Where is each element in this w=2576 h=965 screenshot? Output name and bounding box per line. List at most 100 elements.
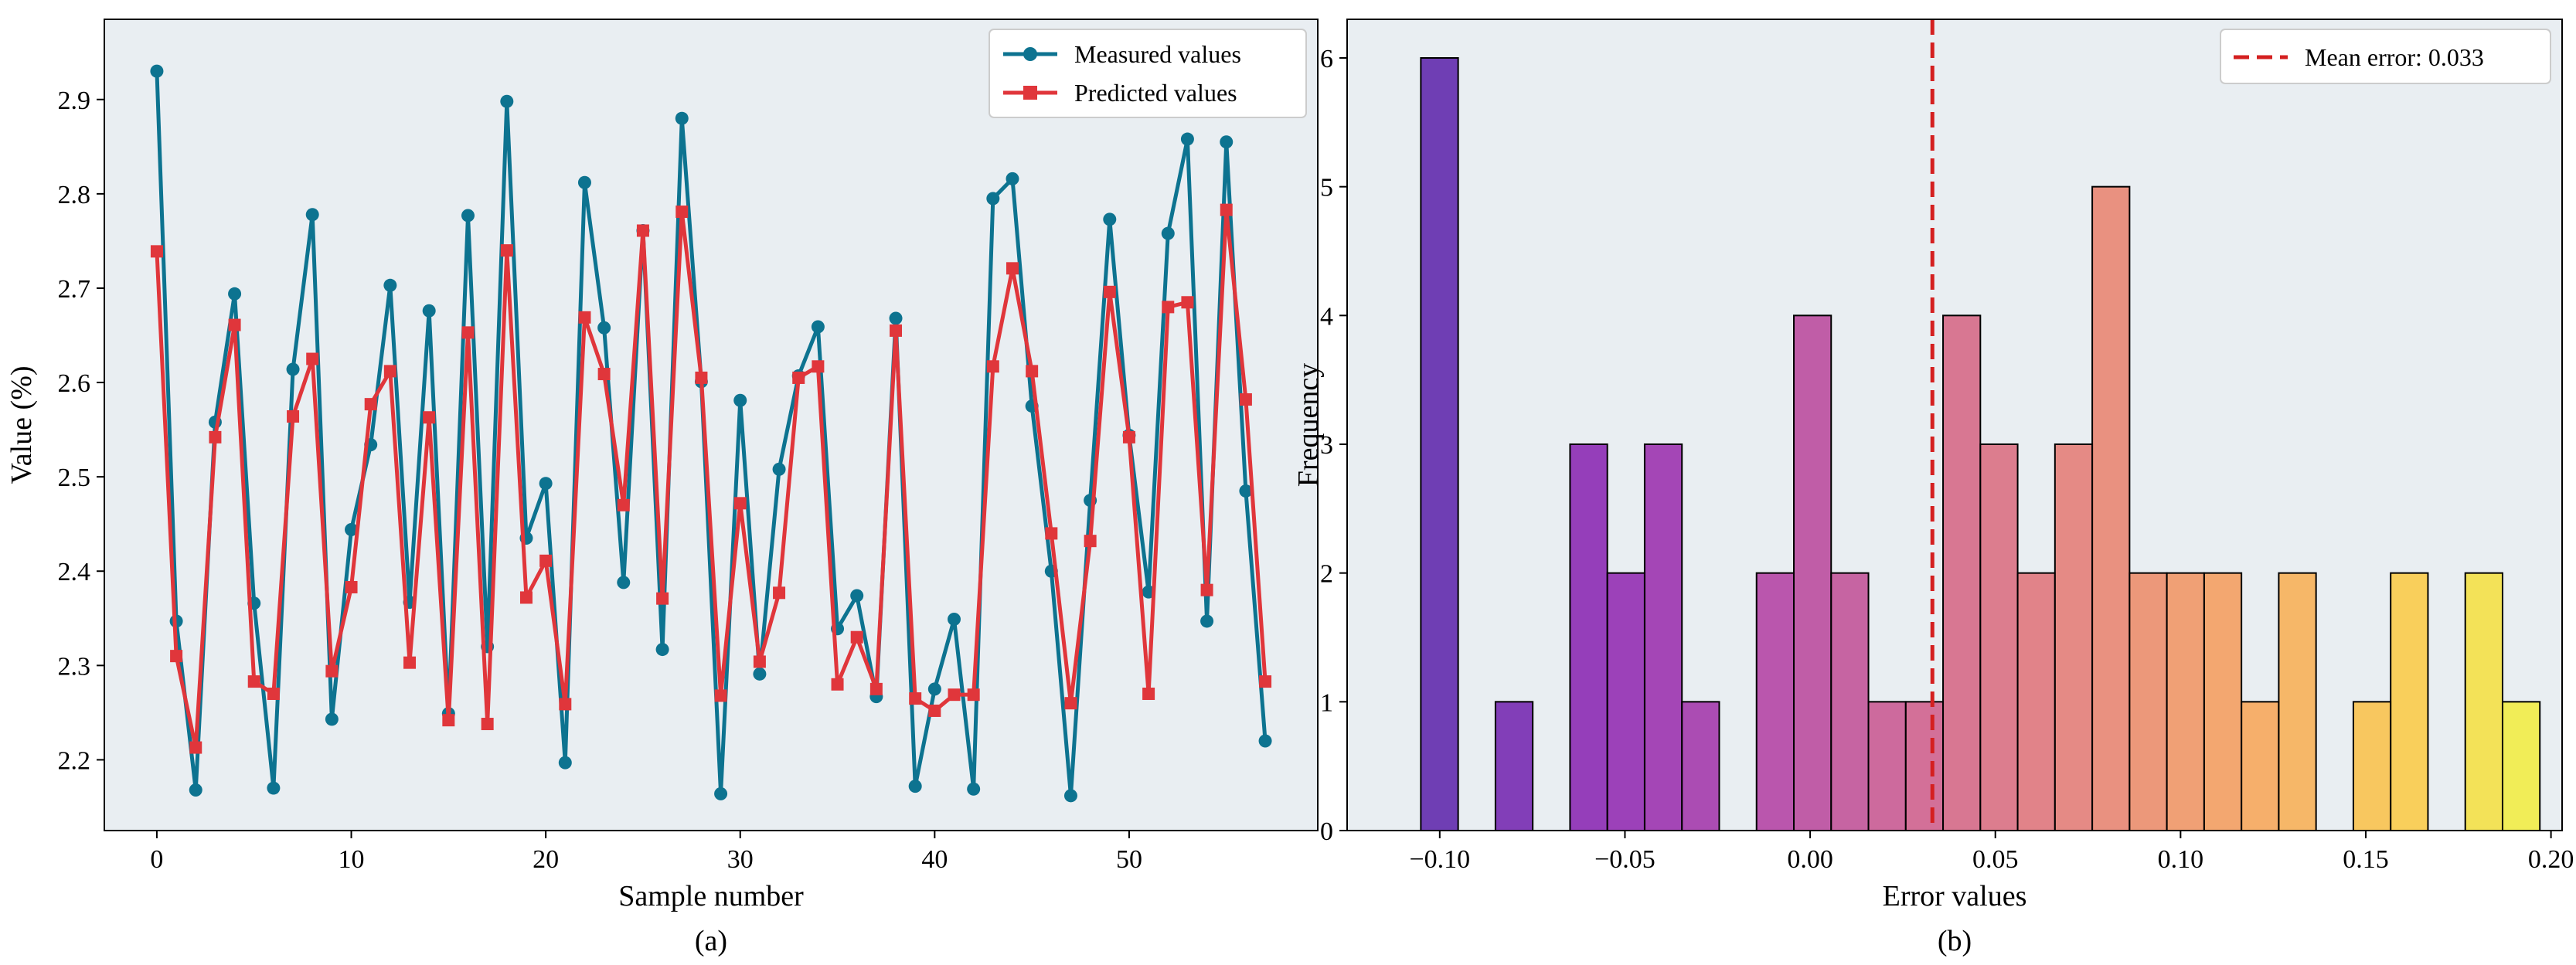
predicted-point: [1045, 527, 1058, 540]
legend-box-a: [989, 29, 1307, 118]
histogram-bar: [2278, 572, 2317, 832]
histogram-bar: [2091, 185, 2131, 831]
predicted-point: [306, 352, 319, 365]
x-axis-label-a: Sample number: [618, 880, 804, 912]
measured-point: [461, 209, 475, 223]
x-tick-label: 0.10: [2158, 845, 2204, 874]
measured-point: [889, 311, 903, 325]
measured-point: [811, 320, 825, 334]
predicted-point: [423, 411, 436, 424]
x-tick-label: 30: [727, 845, 754, 874]
predicted-point: [539, 554, 553, 567]
measured-point: [325, 712, 339, 726]
measured-point: [1180, 132, 1194, 146]
histogram-bar: [1867, 701, 1907, 831]
x-ticks-a: 0 10 20 30 40 50: [150, 831, 1142, 874]
x-tick-label: 0.00: [1787, 845, 1833, 874]
histogram-bar: [1681, 701, 1720, 831]
histogram-bar: [2166, 572, 2205, 832]
measured-point: [383, 278, 397, 292]
x-tick-label: −0.05: [1594, 845, 1656, 874]
histogram-bar: [1569, 443, 1608, 831]
measured-point: [345, 523, 359, 537]
measured-point: [675, 111, 689, 125]
measured-point: [597, 321, 611, 335]
predicted-point: [1259, 675, 1272, 688]
measured-point: [617, 576, 631, 590]
measured-point: [1200, 614, 1214, 628]
measured-point: [655, 643, 669, 657]
measured-point: [500, 94, 514, 108]
plot-frame-b: [1346, 19, 2563, 831]
legend-measured-marker: [1023, 47, 1037, 61]
y-tick-label: 2.7: [58, 275, 91, 304]
legend-b: Mean error: 0.033: [2220, 29, 2551, 84]
measured-point: [967, 782, 981, 796]
series-group-a: [150, 64, 1272, 803]
predicted-point: [228, 318, 241, 331]
predicted-point: [1064, 697, 1077, 710]
predicted-point: [773, 586, 786, 600]
measured-point: [733, 393, 747, 407]
measured-point: [539, 477, 553, 491]
measured-point: [1258, 734, 1272, 748]
caption-b: (b): [1938, 925, 1972, 957]
x-tick-label: 0: [150, 845, 163, 874]
histogram-bar: [2464, 572, 2503, 832]
legend-box-b: [2220, 29, 2551, 84]
predicted-point: [1162, 301, 1175, 314]
measured-point: [927, 682, 941, 696]
y-tick-label: 2: [1320, 560, 1333, 589]
measured-point: [577, 175, 591, 189]
measured-point: [948, 613, 961, 627]
x-tick-label: 40: [921, 845, 948, 874]
histogram-bar: [1606, 572, 1645, 832]
y-tick-label: 2.4: [58, 558, 91, 586]
histogram-bar: [2241, 701, 2280, 831]
predicted-point: [869, 682, 883, 695]
plot-area-a: [104, 19, 1318, 831]
measured-point: [850, 589, 864, 603]
predicted-point: [812, 360, 825, 373]
predicted-point: [636, 224, 649, 237]
legend-predicted-marker: [1023, 86, 1037, 100]
predicted-point: [325, 664, 339, 678]
predicted-point: [559, 698, 572, 711]
measured-point: [1006, 172, 1019, 185]
x-tick-label: 0.15: [2343, 845, 2389, 874]
y-tick-label: 4: [1320, 302, 1333, 331]
predicted-point: [1142, 687, 1155, 700]
predicted-point: [364, 398, 377, 411]
predicted-point: [617, 498, 630, 511]
measured-point: [1239, 484, 1253, 498]
y-ticks-b: 0 1 2 3 4 5 6: [1320, 45, 1347, 846]
measured-point: [772, 462, 786, 476]
measured-point: [228, 287, 242, 301]
measured-point: [1103, 212, 1117, 226]
x-axis-label-b: Error values: [1883, 880, 2027, 912]
y-tick-label: 3: [1320, 431, 1333, 460]
y-tick-label: 2.3: [58, 652, 91, 681]
predicted-point: [928, 704, 941, 717]
predicted-series-line: [155, 208, 1268, 750]
predicted-point: [1239, 393, 1252, 406]
predicted-point: [383, 365, 396, 378]
predicted-point: [578, 311, 591, 324]
predicted-point: [500, 244, 513, 257]
predicted-point: [890, 324, 903, 337]
y-tick-label: 2.2: [58, 746, 91, 775]
predicted-point: [209, 430, 222, 443]
predicted-point: [733, 497, 747, 510]
measured-point: [150, 64, 164, 78]
histogram-bar: [2054, 443, 2094, 831]
histogram-bar: [2203, 572, 2243, 832]
histogram-bar: [1792, 314, 1832, 832]
predicted-point: [1026, 365, 1039, 378]
predicted-point: [1200, 583, 1213, 596]
legend-measured-label: Measured values: [1074, 40, 1241, 68]
histogram-bar: [2129, 572, 2168, 832]
measured-point: [286, 362, 300, 376]
measured-point: [908, 780, 922, 793]
histogram-bar: [2390, 572, 2429, 832]
bars-group-b: [1420, 57, 2541, 832]
